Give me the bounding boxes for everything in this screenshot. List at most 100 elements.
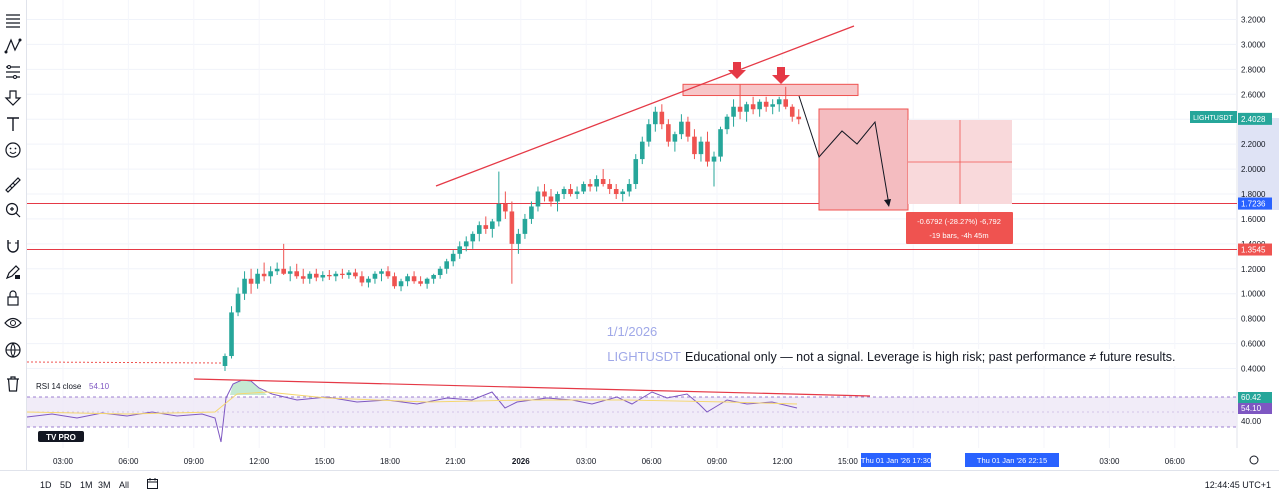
lock-icon[interactable] (3, 288, 23, 308)
candle-body[interactable] (366, 278, 371, 283)
range-3m-button[interactable]: 3M (98, 480, 111, 490)
candle-body[interactable] (750, 104, 756, 110)
candle-body[interactable] (542, 191, 547, 197)
candle-body[interactable] (770, 104, 775, 107)
candle-body[interactable] (548, 196, 554, 202)
time-tag-start[interactable] (861, 453, 931, 467)
candle-body[interactable] (600, 179, 606, 185)
globe-icon[interactable] (3, 340, 23, 360)
candle-body[interactable] (796, 116, 802, 120)
price-axis-area[interactable] (1237, 0, 1279, 448)
candle-body[interactable] (392, 276, 397, 287)
support-1-badge[interactable] (1238, 197, 1272, 210)
candle-body[interactable] (509, 211, 515, 244)
candle-body[interactable] (268, 271, 273, 277)
candle-body[interactable] (248, 278, 254, 284)
candle-body[interactable] (620, 191, 626, 194)
candle-body[interactable] (653, 111, 658, 125)
smile-icon[interactable] (3, 140, 23, 160)
candle-body[interactable] (287, 271, 293, 274)
support-2-badge[interactable] (1238, 243, 1272, 256)
candle-body[interactable] (685, 121, 691, 137)
candle-body[interactable] (294, 271, 300, 277)
candle-body[interactable] (646, 124, 652, 142)
candle-body[interactable] (581, 184, 586, 192)
trash-icon[interactable] (3, 374, 23, 394)
last-price-badge[interactable] (1238, 112, 1272, 125)
pencil-lock-icon[interactable] (3, 262, 23, 282)
time-axis-settings-icon[interactable] (1249, 455, 1259, 465)
candle-body[interactable] (333, 273, 339, 277)
candle-body[interactable] (411, 276, 417, 282)
candle-body[interactable] (307, 273, 313, 279)
candle-body[interactable] (385, 271, 391, 277)
candle-body[interactable] (503, 203, 508, 212)
candle-body[interactable] (737, 106, 743, 112)
candle-body[interactable] (235, 293, 241, 313)
candle-body[interactable] (463, 241, 469, 247)
measure-box[interactable] (906, 212, 1013, 244)
candle-body[interactable] (405, 276, 410, 282)
range-5d-button[interactable]: 5D (60, 480, 72, 490)
candle-body[interactable] (594, 179, 599, 187)
candle-body[interactable] (555, 193, 560, 202)
candle-body[interactable] (757, 101, 762, 110)
candle-body[interactable] (633, 159, 639, 185)
candle-body[interactable] (718, 129, 723, 157)
candle-body[interactable] (529, 206, 534, 219)
candle-body[interactable] (692, 136, 697, 155)
candle-body[interactable] (353, 272, 358, 277)
candlestick-series[interactable] (222, 84, 802, 371)
candle-body[interactable] (340, 273, 345, 276)
time-tag-end[interactable] (965, 453, 1059, 467)
rsi-divergence-line[interactable] (193, 378, 871, 397)
candle-body[interactable] (281, 268, 286, 274)
chart-plot-area[interactable] (27, 0, 1237, 448)
candle-body[interactable] (587, 184, 593, 187)
candle-body[interactable] (561, 189, 567, 194)
candle-body[interactable] (731, 106, 736, 117)
candle-body[interactable] (274, 268, 280, 272)
candle-body[interactable] (496, 203, 502, 222)
arrow-down-marker-1[interactable] (728, 62, 746, 79)
candle-body[interactable] (457, 246, 463, 254)
candle-body[interactable] (327, 275, 332, 277)
eye-icon[interactable] (3, 313, 23, 333)
candle-body[interactable] (490, 221, 495, 229)
candle-body[interactable] (424, 278, 430, 284)
candle-body[interactable] (776, 99, 782, 105)
candle-body[interactable] (763, 101, 769, 107)
candle-body[interactable] (437, 268, 443, 276)
magnet-icon[interactable] (3, 236, 23, 256)
candle-body[interactable] (783, 99, 789, 107)
candle-body[interactable] (431, 275, 436, 279)
range-1d-button[interactable]: 1D (40, 480, 52, 490)
candle-body[interactable] (261, 273, 267, 277)
resistance-zone[interactable] (682, 83, 859, 97)
candle-body[interactable] (222, 356, 228, 366)
candle-body[interactable] (229, 312, 234, 357)
candle-body[interactable] (535, 191, 541, 207)
candle-body[interactable] (320, 275, 326, 278)
ruler-icon[interactable] (3, 175, 23, 195)
rsi-line[interactable] (27, 379, 798, 443)
range-all-button[interactable]: All (119, 480, 130, 490)
clock[interactable]: 12:44:45 UTC+1 (1204, 480, 1271, 490)
text-icon[interactable] (3, 114, 23, 134)
arrow-down-marker-2[interactable] (772, 67, 790, 84)
candle-body[interactable] (516, 233, 521, 244)
candle-body[interactable] (639, 141, 645, 160)
symbol-tag[interactable] (1190, 111, 1237, 123)
arrow-down-icon[interactable] (3, 88, 23, 108)
candle-body[interactable] (450, 253, 456, 262)
candle-body[interactable] (666, 124, 671, 142)
candle-body[interactable] (242, 278, 247, 294)
candle-body[interactable] (255, 273, 260, 284)
candle-body[interactable] (705, 141, 710, 162)
candle-body[interactable] (679, 121, 684, 135)
menu-lines-icon[interactable] (3, 10, 23, 30)
candle-body[interactable] (672, 134, 678, 142)
candle-body[interactable] (398, 281, 404, 287)
candle-body[interactable] (568, 189, 573, 194)
candle-body[interactable] (379, 271, 384, 274)
